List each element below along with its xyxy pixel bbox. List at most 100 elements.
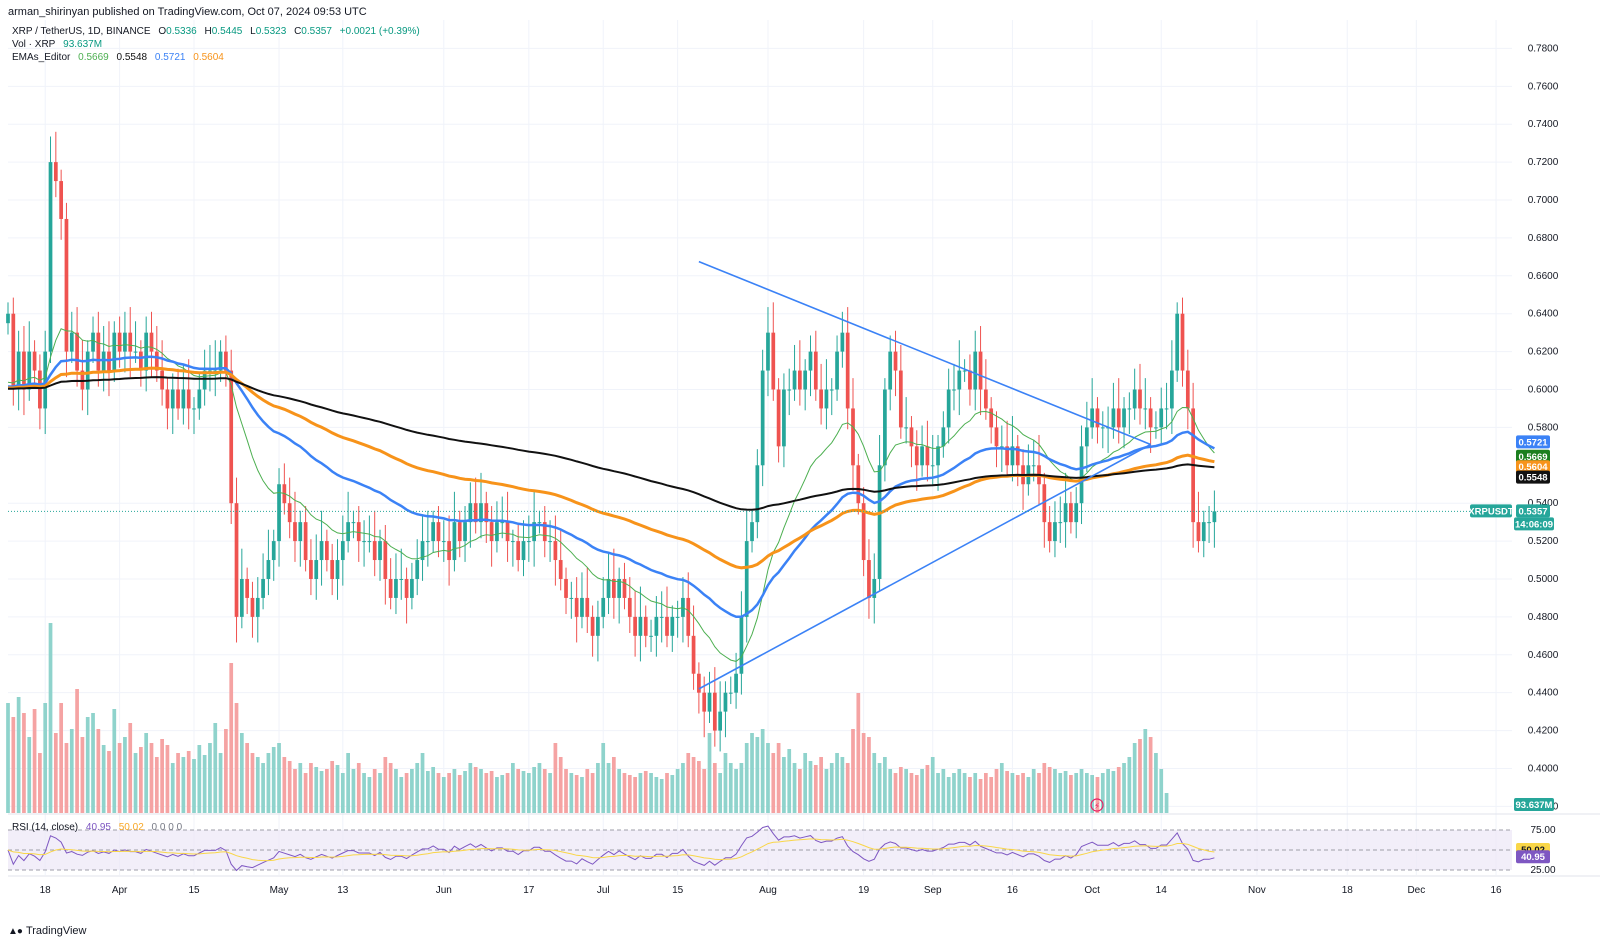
candle-body	[999, 446, 1004, 448]
volume-bar	[1058, 773, 1063, 813]
candle-body	[425, 541, 430, 543]
candle-body	[1138, 389, 1142, 409]
volume-bar	[43, 703, 48, 813]
candle	[149, 311, 154, 378]
candle	[181, 363, 186, 425]
candle-body	[261, 578, 265, 598]
candle	[808, 335, 813, 397]
volume-bar	[824, 769, 829, 813]
candle-body	[851, 408, 855, 466]
candle-body	[627, 597, 632, 617]
volume-bar	[346, 753, 350, 813]
candle	[771, 302, 776, 401]
volume-bar	[1084, 773, 1089, 813]
candle	[888, 335, 893, 411]
volume-bar	[1138, 739, 1142, 813]
candle	[96, 311, 101, 387]
volume-bar	[484, 773, 489, 813]
volume-bar	[1026, 777, 1031, 813]
candle-body	[277, 484, 281, 542]
candle	[165, 378, 170, 430]
legend-ema2: 0.5548	[116, 52, 148, 63]
volume-bar	[1063, 771, 1068, 813]
volume-bar	[123, 737, 127, 813]
footer-brand[interactable]: ▲● TradingView	[8, 925, 86, 937]
tag-ema-orange: 0.5604	[1516, 460, 1550, 474]
candle	[128, 307, 133, 378]
candle-body	[234, 503, 239, 617]
candle	[410, 562, 414, 610]
candle	[309, 539, 313, 596]
candle-body	[659, 616, 664, 618]
candle	[601, 577, 606, 629]
candle	[1095, 397, 1100, 444]
candle-body	[303, 522, 308, 561]
volume-bar	[213, 723, 218, 813]
volume-bar	[149, 743, 154, 813]
candle-body	[909, 427, 914, 447]
candle	[665, 586, 669, 648]
volume-bar	[96, 729, 101, 813]
rsi-label[interactable]: RSI (14, close)	[12, 822, 79, 833]
candle	[728, 676, 733, 705]
candle	[659, 591, 664, 643]
volume-bar	[1010, 773, 1015, 813]
candle	[697, 662, 701, 714]
candle	[1175, 302, 1180, 382]
candle	[505, 491, 510, 562]
legend-ema-row: EMAs_Editor 0.5669 0.5548 0.5721 0.5604	[12, 52, 229, 64]
volume-bar	[495, 777, 499, 813]
volume-bar	[665, 773, 669, 813]
volume-bar	[691, 757, 696, 813]
volume-bar	[1122, 763, 1126, 813]
time-tick-label: 15	[672, 885, 684, 896]
candle	[776, 378, 781, 463]
candle-body	[372, 541, 377, 561]
tag-symbol-text: XRPUSDT	[1468, 506, 1514, 517]
time-tick-label: May	[270, 885, 289, 896]
candle-body	[1074, 503, 1079, 523]
volume-bar	[872, 753, 877, 813]
volume-bar	[994, 769, 999, 813]
volume-bar	[999, 763, 1004, 813]
candle-body	[1084, 427, 1089, 447]
candle-body	[1127, 408, 1132, 410]
candle-body	[691, 635, 696, 674]
candle	[840, 311, 845, 368]
volume-bar	[117, 743, 122, 813]
candle	[936, 434, 940, 491]
volume-bar	[202, 755, 207, 813]
candle-body	[489, 522, 494, 542]
price-tick-label: 0.6600	[1528, 271, 1559, 282]
candle-body	[1090, 408, 1095, 428]
volume-bar	[771, 753, 776, 813]
volume-bar	[659, 779, 664, 813]
tag-ema-black-bg	[1516, 470, 1550, 484]
volume-bar	[1132, 743, 1137, 813]
rsi-upper-label: 75.00	[1530, 825, 1555, 836]
candle	[356, 506, 361, 562]
volume-bar	[160, 739, 164, 813]
candle	[845, 307, 850, 430]
candle-body	[755, 465, 760, 523]
candle	[91, 316, 95, 363]
candle-body	[452, 522, 457, 561]
volume-bar	[356, 763, 361, 813]
volume-bar	[734, 769, 738, 813]
candle-body	[473, 503, 478, 523]
candle	[340, 515, 345, 586]
volume-bar	[362, 773, 366, 813]
candle-body	[542, 522, 547, 542]
candle-body	[362, 541, 366, 543]
candle-body	[298, 522, 303, 542]
legend-ema-label[interactable]: EMAs_Editor	[12, 52, 71, 63]
volume-bars	[6, 623, 1169, 813]
candle-body	[845, 332, 850, 409]
candle-body	[160, 370, 164, 390]
candle	[707, 671, 712, 723]
legend-symbol[interactable]: XRP / TetherUS, 1D, BINANCE	[12, 26, 151, 37]
candle	[420, 515, 425, 581]
legend-vol-label[interactable]: Vol · XRP	[12, 39, 56, 50]
volume-bar	[760, 729, 765, 813]
